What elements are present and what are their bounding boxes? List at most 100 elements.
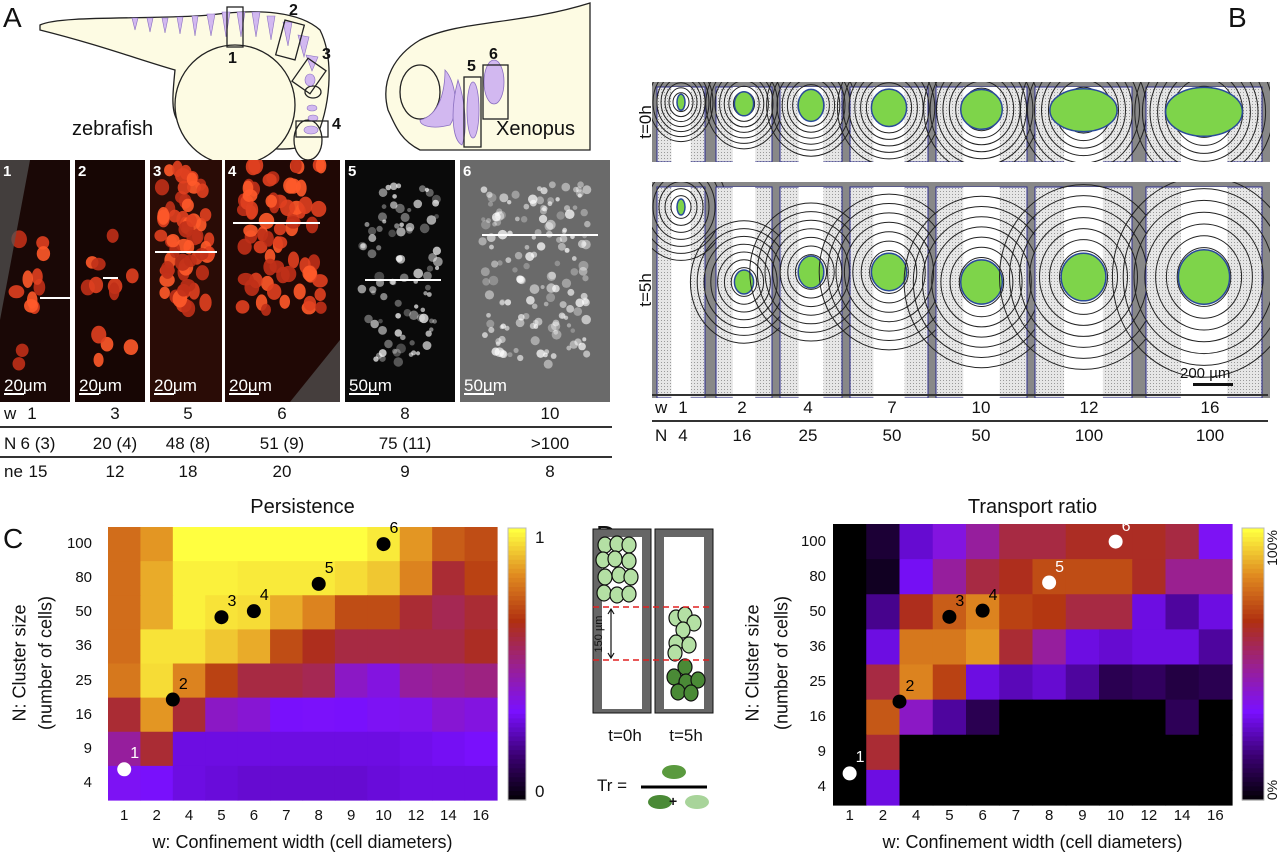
colorbar-segment <box>508 645 526 651</box>
y-tick-label: 25 <box>809 673 826 691</box>
cell-cluster <box>1164 86 1244 138</box>
heatmap-cell <box>172 765 206 801</box>
simulation-channel <box>1134 82 1270 162</box>
colorbar-segment <box>508 790 526 797</box>
colorbar-segment <box>1242 741 1264 747</box>
heatmap-cell <box>866 664 901 701</box>
heatmap-cell <box>966 769 1000 806</box>
table-cell-N: 48 (8) <box>165 434 211 453</box>
channel-t5 <box>654 528 714 714</box>
heatmap-cell <box>302 595 336 630</box>
heatmap-cell <box>1099 629 1133 666</box>
colorbar <box>1241 527 1265 801</box>
image-label: 6 <box>463 163 472 180</box>
table-cell-ne: 12 <box>105 462 125 481</box>
panel-label-a: A <box>3 2 22 33</box>
y-tick-label: 4 <box>83 773 92 791</box>
colorbar-segment <box>508 641 526 647</box>
box-label-6: 6 <box>489 46 498 63</box>
y-tick-label: 16 <box>75 705 92 723</box>
table-cell-w: 7 <box>887 398 897 417</box>
heatmap-cell <box>172 663 206 699</box>
heatmap-cell <box>866 524 901 560</box>
heatmap-cell <box>464 697 498 733</box>
colorbar-segment <box>508 541 526 547</box>
heatmap-cell <box>367 663 401 699</box>
x-tick-label: 16 <box>1207 807 1224 824</box>
heatmap-cell <box>1132 699 1167 736</box>
colorbar-segment <box>508 632 526 638</box>
colorbar <box>507 527 527 801</box>
colorbar-segment <box>1242 781 1264 787</box>
zebrafish-label: zebrafish <box>72 118 154 140</box>
marker-label: 4 <box>988 586 998 604</box>
simulation-channel <box>836 82 942 162</box>
heatmap-cell <box>432 629 466 665</box>
y-tick-label: 36 <box>809 637 826 655</box>
heatmap-cell <box>237 697 271 733</box>
heatmap-cell <box>833 734 867 771</box>
colorbar-segment <box>1242 677 1264 683</box>
transport-ratio-heatmap <box>833 524 1265 806</box>
marker-label: 2 <box>905 677 915 695</box>
x-tick-label: 9 <box>1078 807 1087 824</box>
colorbar-segment <box>508 736 526 742</box>
heatmap-cell <box>899 734 934 771</box>
table-cell-ne: 9 <box>400 462 410 481</box>
heatmap-cell <box>899 629 934 666</box>
simulation-channel <box>689 186 799 398</box>
colorbar-segment <box>508 777 526 783</box>
heatmap-cell <box>334 629 368 665</box>
colorbar-segment <box>1242 650 1264 656</box>
simulation-channel <box>1020 82 1147 162</box>
image-label: 5 <box>348 163 357 180</box>
time-label-d-5h: t=5h <box>669 726 703 745</box>
heatmap-cell <box>108 561 142 596</box>
heatmap-cell <box>432 731 466 767</box>
colorbar-segment <box>508 722 526 729</box>
heatmap-cell <box>999 559 1034 595</box>
panel-label-c: C <box>3 523 24 554</box>
heatmap-cell <box>1065 559 1100 595</box>
heatmap-cell <box>899 664 934 701</box>
heatmap-cell <box>1099 594 1133 630</box>
colorbar-segment <box>508 559 526 565</box>
colorbar-segment <box>1242 790 1264 797</box>
colorbar-segment <box>1242 627 1264 633</box>
heatmap-cell <box>270 765 304 801</box>
heatmap-cell <box>464 595 498 630</box>
heatmap-cell <box>1099 559 1133 595</box>
simulation-channel <box>1111 182 1270 398</box>
x-axis-label: w: Confinement width (cell diameters) <box>882 832 1183 852</box>
marker-label: 1 <box>130 745 140 763</box>
heatmap-cell <box>399 731 433 767</box>
x-tick-label: 12 <box>1140 807 1158 824</box>
heatmap-cell <box>1165 594 1200 630</box>
cell-cluster <box>1049 88 1118 133</box>
heatmap-cell <box>140 663 174 699</box>
marker-label: 5 <box>324 559 334 577</box>
colorbar-segment <box>508 573 526 579</box>
heatmap-cell <box>432 561 466 596</box>
colorbar-segment <box>1242 750 1264 756</box>
heatmap-cell <box>334 527 368 562</box>
simulation-channel <box>923 82 1040 162</box>
heatmap-cell <box>1198 664 1233 701</box>
colorbar-segment <box>508 582 526 588</box>
heatmap-cell <box>464 561 498 596</box>
colorbar-segment <box>508 614 526 620</box>
heatmap-cell <box>237 731 271 767</box>
heatmap-cell <box>334 663 368 699</box>
heatmap-cell <box>205 629 239 665</box>
experimental-point-marker <box>311 576 326 591</box>
heatmap-cell <box>464 663 498 699</box>
heatmap-cell <box>866 559 901 595</box>
box-label-4: 4 <box>332 116 341 133</box>
heatmap-cell <box>367 629 401 665</box>
heatmap-cell <box>140 595 174 630</box>
marker-label: 6 <box>389 520 399 538</box>
heatmap-cell <box>999 629 1034 666</box>
x-tick-label: 1 <box>845 807 854 824</box>
simulation-channels <box>652 82 1270 398</box>
y-axis-label: N: Cluster size <box>9 604 30 722</box>
